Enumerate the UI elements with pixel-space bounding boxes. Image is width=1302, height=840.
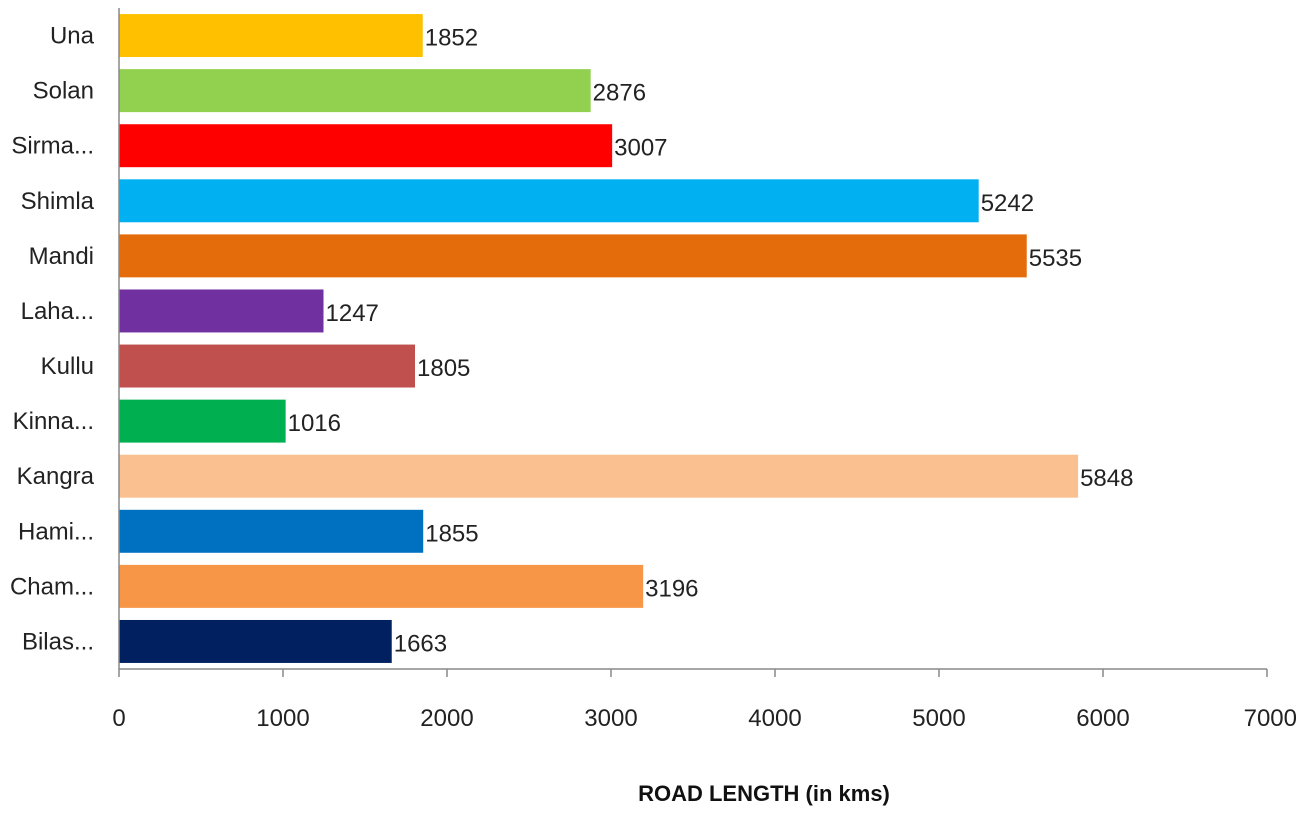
x-tick-label: 0	[112, 705, 125, 732]
bar-kullu	[119, 344, 416, 388]
bar-kangra	[119, 454, 1079, 498]
bars-group	[119, 14, 1079, 663]
value-label-hami: 1855	[425, 520, 478, 547]
value-label-mandi: 5535	[1029, 245, 1082, 272]
bar-mandi	[119, 234, 1027, 278]
x-tick-label: 4000	[748, 705, 801, 732]
x-tick-label: 1000	[256, 705, 309, 732]
x-tick-label: 7000	[1244, 705, 1297, 732]
x-tick-label: 6000	[1076, 705, 1129, 732]
value-label-kinna: 1016	[288, 410, 341, 437]
category-label-cham: Cham...	[10, 573, 94, 600]
category-labels: Una Solan Sirma... Shimla Mandi Laha... Kullu K…	[10, 23, 95, 656]
bar-sirma	[119, 124, 613, 168]
value-label-sirma: 3007	[614, 135, 667, 162]
x-tick-label: 2000	[420, 705, 473, 732]
value-label-laha: 1247	[326, 300, 379, 327]
value-labels: 1852 2876 3007 5242 5535 1247 1805 1016 5848 1855…	[288, 25, 1134, 658]
x-tick-label: 5000	[912, 705, 965, 732]
bar-shimla	[119, 179, 979, 223]
category-label-una: Una	[50, 23, 95, 50]
bar-solan	[119, 69, 591, 113]
value-label-kullu: 1805	[417, 355, 470, 382]
value-label-kangra: 5848	[1080, 465, 1133, 492]
category-label-mandi: Mandi	[29, 243, 94, 270]
category-label-kangra: Kangra	[17, 463, 95, 490]
bar-hami	[119, 509, 424, 553]
value-label-cham: 3196	[645, 575, 698, 602]
category-label-laha: Laha...	[21, 298, 94, 325]
value-label-shimla: 5242	[981, 190, 1034, 217]
value-label-solan: 2876	[593, 80, 646, 107]
bar-laha	[119, 289, 324, 333]
category-label-shimla: Shimla	[21, 188, 95, 215]
bar-una	[119, 14, 423, 58]
category-label-kinna: Kinna...	[13, 408, 94, 435]
value-label-bilas: 1663	[394, 630, 447, 657]
bar-kinna	[119, 399, 286, 443]
x-tick-label: 3000	[584, 705, 637, 732]
category-label-solan: Solan	[33, 78, 94, 105]
x-axis-ticks: 0 1000 2000 3000 4000 5000 6000 7000	[112, 669, 1297, 732]
bar-bilas	[119, 619, 392, 663]
category-label-sirma: Sirma...	[11, 133, 94, 160]
value-label-una: 1852	[425, 25, 478, 52]
category-label-bilas: Bilas...	[22, 628, 94, 655]
bar-cham	[119, 564, 644, 608]
x-axis-title: ROAD LENGTH (in kms)	[638, 781, 890, 806]
category-label-kullu: Kullu	[41, 353, 94, 380]
category-label-hami: Hami...	[18, 518, 94, 545]
